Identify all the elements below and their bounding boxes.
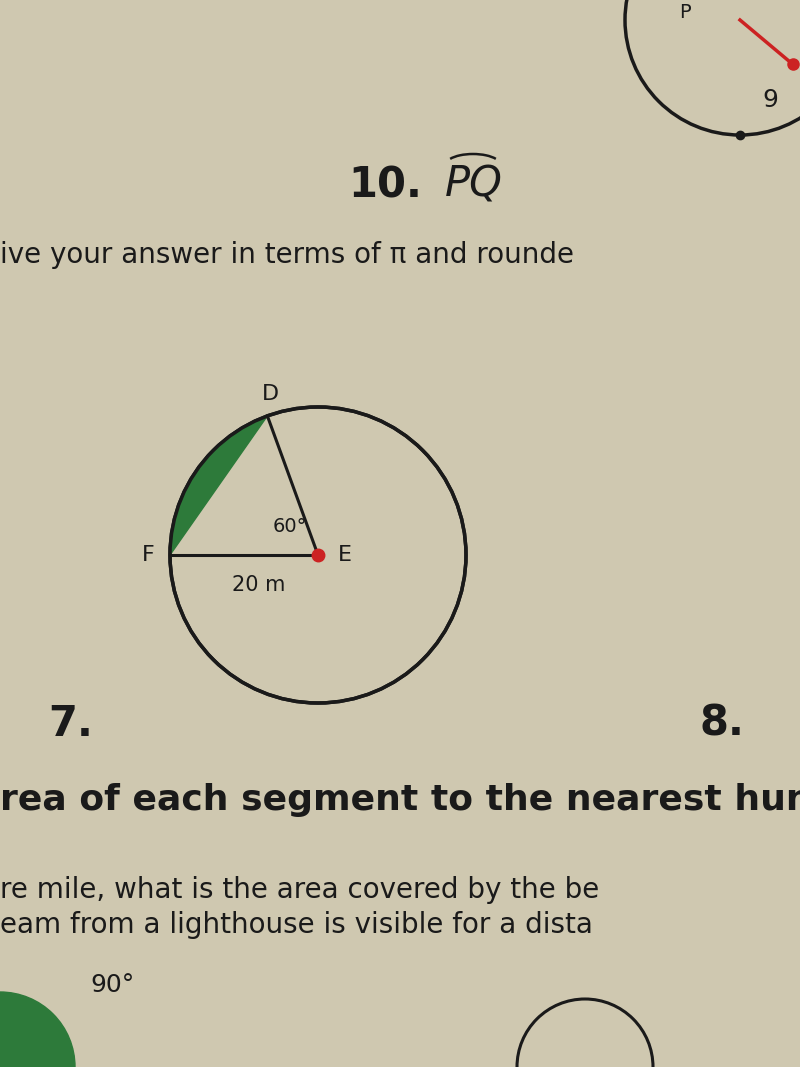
- Text: 8.: 8.: [700, 703, 745, 745]
- Text: ive your answer in terms of π and rounde: ive your answer in terms of π and rounde: [0, 241, 574, 269]
- Text: E: E: [338, 545, 352, 566]
- Text: D: D: [262, 384, 279, 404]
- Circle shape: [0, 992, 75, 1067]
- Text: PQ: PQ: [445, 164, 503, 206]
- Text: re mile, what is the area covered by the be: re mile, what is the area covered by the…: [0, 876, 599, 904]
- Text: F: F: [142, 545, 155, 566]
- Text: 90°: 90°: [90, 973, 134, 997]
- Text: 9: 9: [762, 87, 778, 112]
- Text: 10.: 10.: [348, 164, 422, 206]
- Text: 60°: 60°: [273, 517, 307, 537]
- Polygon shape: [170, 416, 267, 555]
- Text: eam from a lighthouse is visible for a dista: eam from a lighthouse is visible for a d…: [0, 911, 593, 939]
- Text: P: P: [679, 3, 691, 22]
- Text: 7.: 7.: [48, 703, 93, 745]
- Text: rea of each segment to the nearest hundr: rea of each segment to the nearest hundr: [0, 783, 800, 817]
- Text: 20 m: 20 m: [232, 575, 286, 595]
